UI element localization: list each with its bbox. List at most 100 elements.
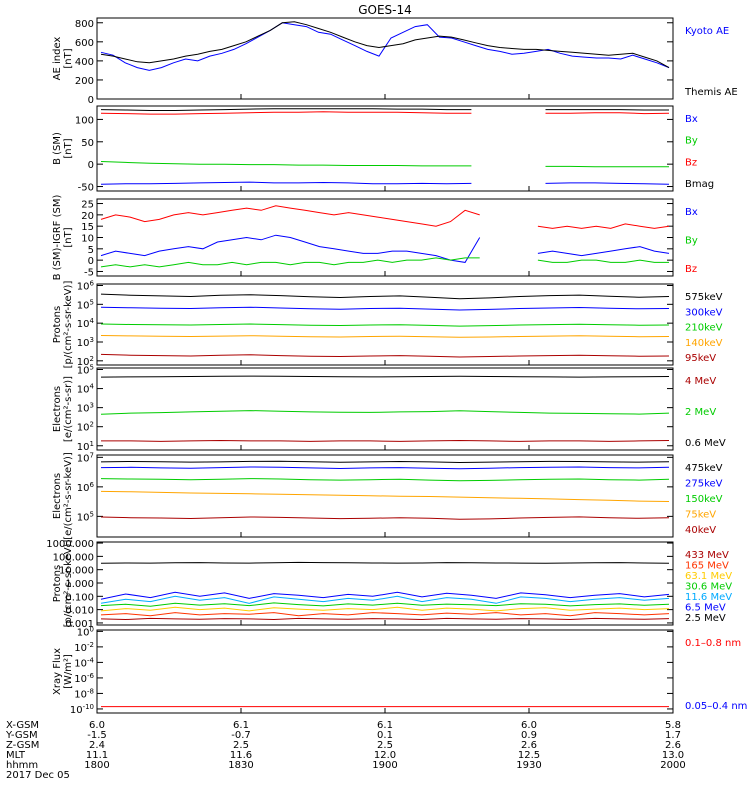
series-line-300kev [100,306,670,311]
row-label: MLT [6,750,26,761]
panel-frame [96,198,674,277]
y-tick-label: 0 [88,256,94,267]
row-value: 1900 [372,760,397,771]
series-line-by [100,161,669,168]
legend-entry: 2.5 MeV [685,613,726,624]
series-line-11-6-mev [100,595,670,604]
row-value: 2.5 [233,740,249,751]
series-line-6-5-mev [100,591,670,600]
y-tick-label: 104 [77,317,95,330]
y-tick-label: 1.000 [65,579,94,590]
panel-frame [96,629,674,714]
y-tick-label: 105 [77,298,94,311]
series-line-2-5-mev [100,561,670,564]
series-line-bx [100,181,670,185]
panel-frame [96,541,674,626]
row-label: Z-GSM [6,740,39,751]
y-tick-label: 10-6 [74,672,94,685]
y-tick-label: 10.000 [59,566,94,577]
y-axis-label: Protons[p/(cm²-s-sr-keV)] [52,281,74,369]
legend-entry: 475keV [685,463,723,474]
y-axis-label: Electrons[e/(cm²-s-sr)] [52,376,74,442]
y-axis-label: B (SM)-IGRF (SM)[nT] [52,195,74,281]
series-line-475kev [100,460,670,464]
row-value: 5.8 [665,720,681,731]
y-axis-label: Protons[p/(cm²-s-sr-keV)] [52,540,74,628]
y-axis-label: AE index[nT] [52,37,74,81]
y-tick-label: 25 [81,200,94,211]
y-tick-label: 103 [77,336,94,349]
row-value: 1830 [228,760,253,771]
series-line-bz [100,111,670,115]
panel-frame [96,105,674,192]
legend-entry: 11.6 MeV [685,592,732,603]
date-label: 2017 Dec 05 [6,770,70,781]
row-value: 0.9 [521,730,537,741]
row-value: 2.6 [521,740,537,751]
y-tick-label: 10-2 [74,641,94,654]
y-tick-label: 104 [77,383,95,396]
legend-entry: 30.6 MeV [685,582,732,593]
legend-entry: 150keV [685,494,723,505]
y-tick-label: 100 [77,625,94,638]
y-tick-label: 100 [75,115,94,126]
y-tick-label: 200 [75,76,94,87]
y-tick-label: 10-4 [74,656,94,669]
row-value: 1.7 [665,730,681,741]
legend-entry: 0.1–0.8 nm [685,638,741,649]
series-line-75kev [100,490,670,502]
row-value: 11.1 [86,750,108,761]
legend-entry: 165 MeV [685,561,729,572]
legend-entry: 2 MeV [685,407,716,418]
row-label: hhmm [6,760,38,771]
y-tick-label: 20 [81,211,94,222]
y-tick-label: 10 [81,234,94,245]
y-tick-label: 0.001 [65,619,94,630]
row-value: 2.5 [377,740,393,751]
legend-entry: Bx [685,207,698,218]
series-line-275kev [100,466,670,470]
series-line-4-mev [101,439,670,442]
series-line-2-mev [100,410,670,415]
row-value: 2.6 [665,740,681,751]
row-value: -0.7 [231,730,251,741]
legend-entry: 6.5 MeV [685,603,726,614]
row-label: X-GSM [6,720,39,731]
legend-entry: Themis AE [684,87,738,98]
row-value: 2.4 [89,740,105,751]
legend-entry: 0.6 MeV [685,438,726,449]
row-value: 6.0 [521,720,537,731]
row-value: 13.0 [662,750,684,761]
legend-entry: 95keV [685,353,716,364]
y-tick-label: 400 [75,57,94,68]
y-tick-label: 0.010 [65,606,94,617]
row-value: 1800 [84,760,109,771]
legend-entry: Kyoto AE [685,26,729,37]
legend-entry: 210keV [685,323,723,334]
series-line-140kev [100,335,670,338]
y-tick-label: 100.000 [53,552,94,563]
y-tick-label: 5 [88,245,94,256]
series-line-bmag [100,108,669,111]
row-value: 6.1 [233,720,249,731]
legend-entry: Bmag [685,179,714,190]
y-tick-label: 600 [75,38,94,49]
x-axis-labels: X-GSM 6.0 6.1 6.1 6.0 5.8 Y-GSM -1.5 -0.7 0.1 0.9 1… [5,720,686,781]
row-value: 2000 [660,760,685,771]
row-value: 6.1 [377,720,393,731]
y-tick-label: 103 [77,402,94,415]
panel-4: 102 103 104 105 106Protons[p/(cm²-s-sr-keV)]… [52,279,723,368]
legend-entry: 0.05–0.4 nm [685,701,747,712]
y-tick-label: 102 [77,421,94,434]
y-tick-label: 0.100 [65,592,94,603]
legend-entry: Bz [685,157,697,168]
series-line-0-6-mev [100,375,670,378]
y-axis-label: B (SM)[nT] [52,132,74,165]
series-line-bx [100,234,670,263]
row-label: Y-GSM [5,730,38,741]
panel-frame [96,367,674,451]
y-tick-label: 105 [77,364,94,377]
